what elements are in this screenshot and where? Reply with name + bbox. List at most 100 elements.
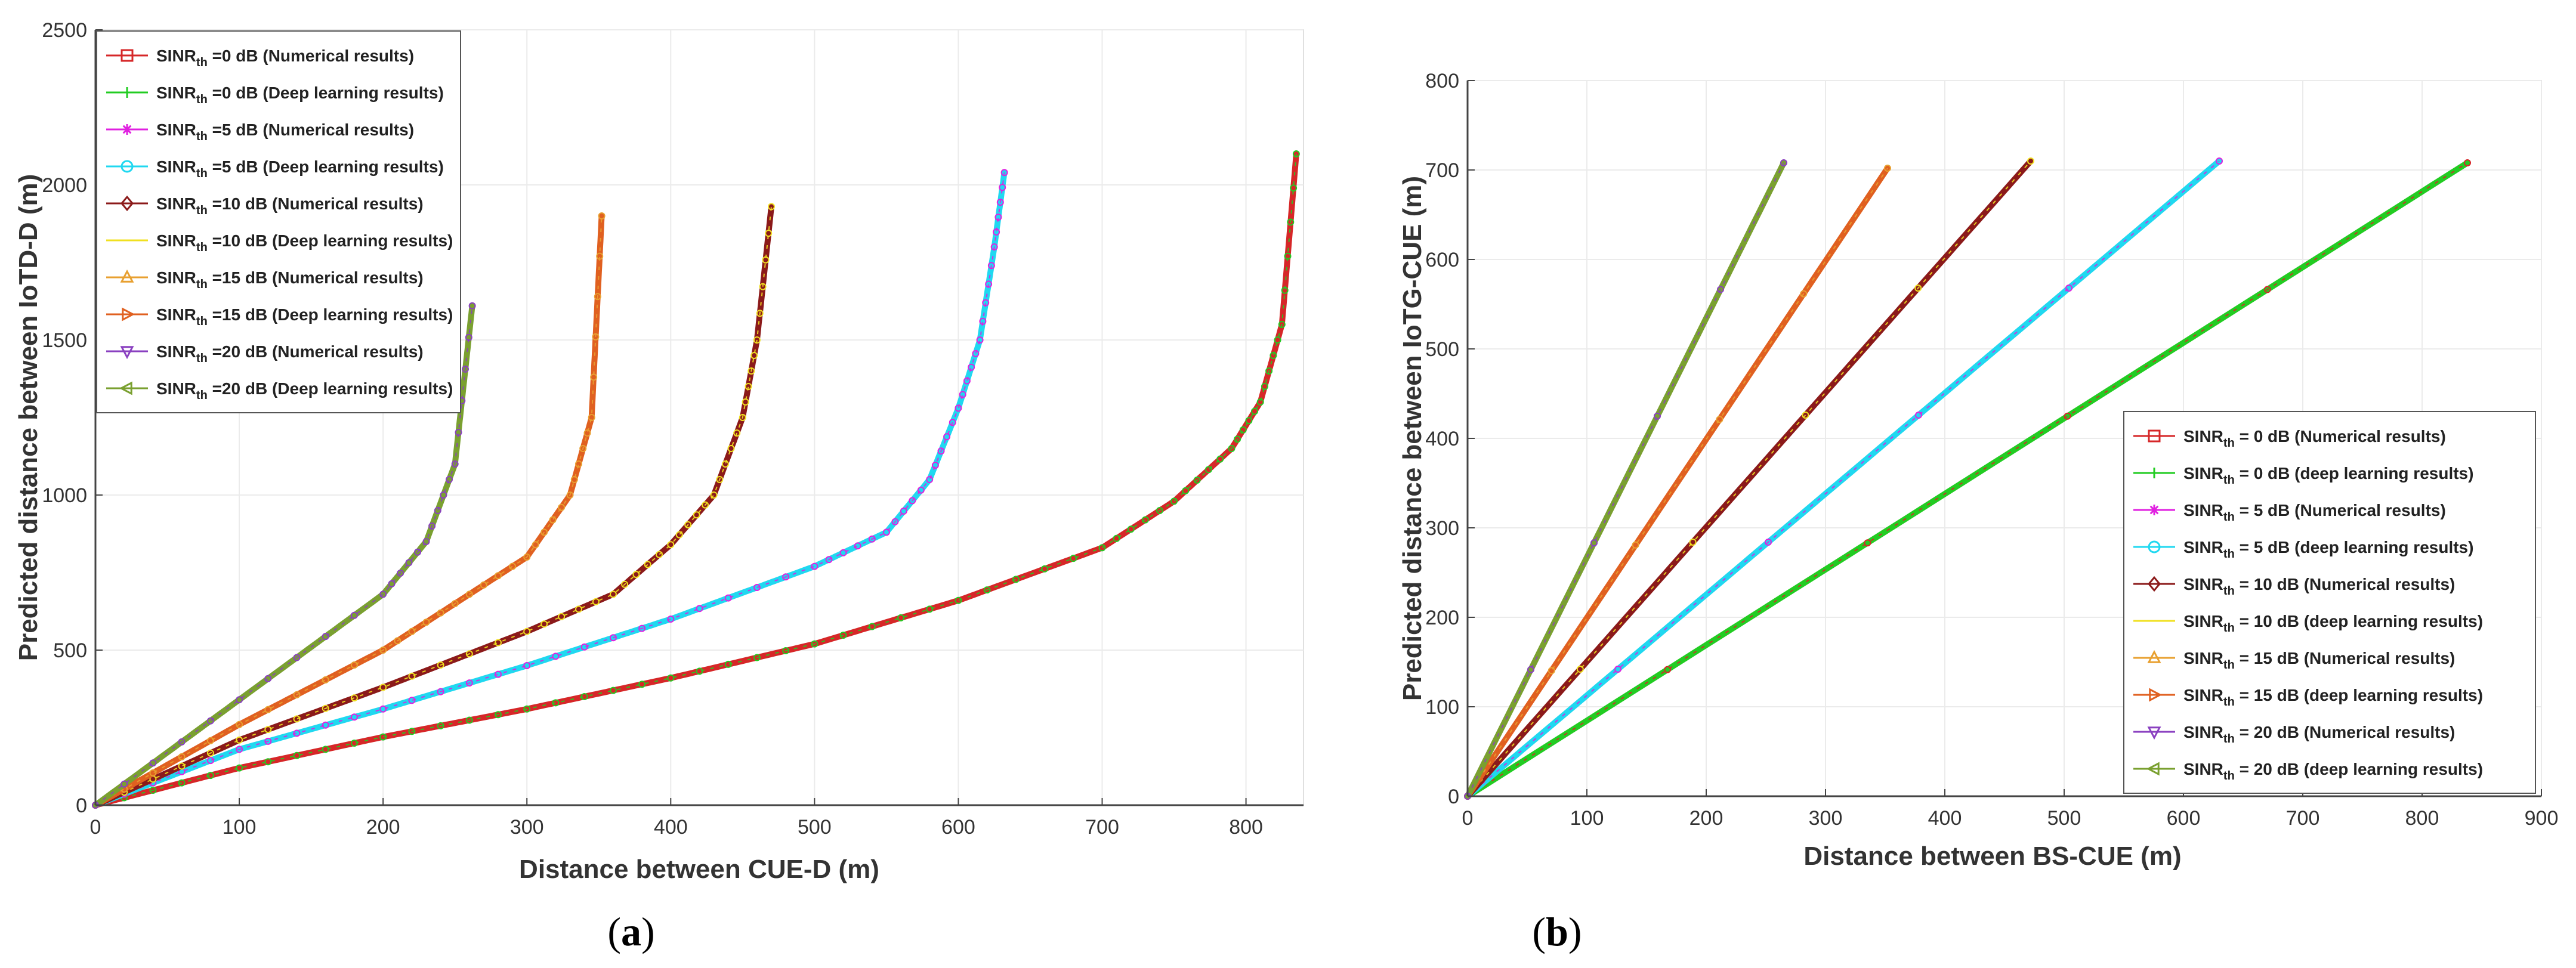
legend-entry: SINRth = 10 dB (deep learning results) (2133, 612, 2483, 635)
x-tick-label: 300 (510, 816, 544, 839)
data-point (854, 542, 861, 550)
data-point (405, 559, 413, 567)
data-point (1000, 169, 1008, 177)
data-point (598, 212, 606, 219)
legend-marker (120, 346, 134, 360)
data-point (1012, 576, 1020, 583)
data-point (462, 365, 469, 373)
legend-label-base: SINR (156, 83, 196, 102)
legend-label-sub: th (2223, 621, 2235, 635)
legend-label-rest: =0 dB (Numerical results) (208, 47, 414, 65)
data-point (451, 600, 459, 607)
data-point (264, 737, 272, 745)
data-point (667, 674, 675, 682)
legend-marker (2149, 468, 2160, 478)
data-point (782, 647, 790, 654)
data-point (762, 256, 770, 264)
legend-label: SINRth = 0 dB (deep learning results) (2183, 464, 2473, 487)
series-line-overlay (95, 206, 772, 806)
data-point (236, 746, 243, 753)
data-point (839, 632, 847, 639)
data-point (178, 738, 186, 746)
legend-marker (120, 269, 134, 283)
series-line-overlay (1467, 160, 2220, 797)
data-point (206, 737, 214, 744)
series-a-2 (92, 203, 775, 809)
legend-entry: SINRth = 15 dB (deep learning results) (2133, 686, 2483, 709)
data-point (1070, 555, 1077, 562)
data-point (968, 363, 975, 371)
data-point (696, 667, 703, 675)
data-point (293, 691, 301, 698)
legend-entry: SINRth =0 dB (Deep learning results) (106, 83, 444, 106)
data-point (667, 616, 675, 623)
data-point (440, 491, 447, 499)
legend-label: SINRth =20 dB (Deep learning results) (156, 379, 453, 402)
data-point (839, 549, 847, 556)
legend-label: SINRth = 5 dB (Numerical results) (2183, 501, 2446, 524)
data-point (437, 609, 444, 617)
data-point (594, 293, 601, 301)
legend-label-sub: th (196, 204, 208, 217)
data-point (495, 670, 502, 678)
series-a-4 (92, 302, 476, 809)
data-point (1284, 252, 1292, 260)
legend-marker (2146, 762, 2160, 776)
y-tick-label: 700 (1425, 159, 1459, 182)
legend-label-sub: th (196, 130, 208, 143)
legend-label-base: SINR (2183, 464, 2223, 483)
x-tick-label: 500 (798, 816, 832, 839)
data-point (322, 721, 329, 729)
data-point (926, 605, 934, 613)
data-point (590, 373, 598, 381)
data-point (1292, 150, 1300, 157)
data-point (1234, 435, 1241, 443)
legend-label: SINRth =0 dB (Numerical results) (156, 47, 414, 69)
data-point (206, 749, 214, 757)
legend-label: SINRth =15 dB (Deep learning results) (156, 305, 453, 328)
data-point (1548, 667, 1555, 675)
x-tick-label: 400 (1928, 807, 1962, 830)
legend-marker (2148, 429, 2161, 443)
data-point (733, 429, 741, 437)
data-point (994, 214, 1002, 221)
y-tick-label: 500 (53, 639, 87, 662)
legend-label-rest: = 0 dB (deep learning results) (2235, 464, 2474, 483)
data-point (523, 627, 531, 635)
legend-entry: SINRth =20 dB (Deep learning results) (106, 379, 453, 402)
series-line-overlay (1467, 168, 1888, 797)
y-axis-label-a: Predicted distance between IoTD-D (m) (14, 174, 43, 661)
data-point (724, 594, 732, 602)
data-point (609, 686, 617, 694)
data-point (408, 672, 416, 680)
x-axis-label-b: Distance between BS-CUE (m) (1803, 842, 2181, 871)
data-point (1689, 539, 1697, 546)
data-point (1156, 507, 1163, 514)
legend-label-sub: th (196, 56, 208, 69)
x-tick-label: 100 (1570, 807, 1604, 830)
data-point (609, 634, 617, 642)
y-tick-label: 2000 (42, 174, 87, 197)
data-point (702, 501, 709, 509)
legend-label-rest: = 10 dB (Numerical results) (2235, 575, 2455, 593)
x-tick-label: 600 (2167, 807, 2201, 830)
data-point (1041, 565, 1049, 573)
legend-label-rest: =20 dB (Deep learning results) (208, 379, 453, 398)
data-point (993, 228, 1000, 236)
data-point (350, 694, 358, 702)
legend-label-sub: th (196, 389, 208, 402)
data-point (724, 660, 732, 668)
data-point (422, 538, 430, 545)
series-line-overlay (1467, 162, 1784, 797)
legend-entry: SINRth =15 dB (Numerical results) (106, 268, 424, 291)
data-point (379, 705, 387, 713)
data-point (455, 429, 462, 436)
data-point (579, 445, 587, 452)
legend-label: SINRth =0 dB (Deep learning results) (156, 83, 444, 106)
data-point (1270, 352, 1277, 359)
x-axis-label-a: Distance between CUE-D (m) (519, 855, 879, 884)
series-line (92, 302, 475, 808)
legend-label-base: SINR (156, 379, 196, 398)
x-tick-label: 700 (1085, 816, 1119, 839)
data-point (532, 541, 539, 549)
